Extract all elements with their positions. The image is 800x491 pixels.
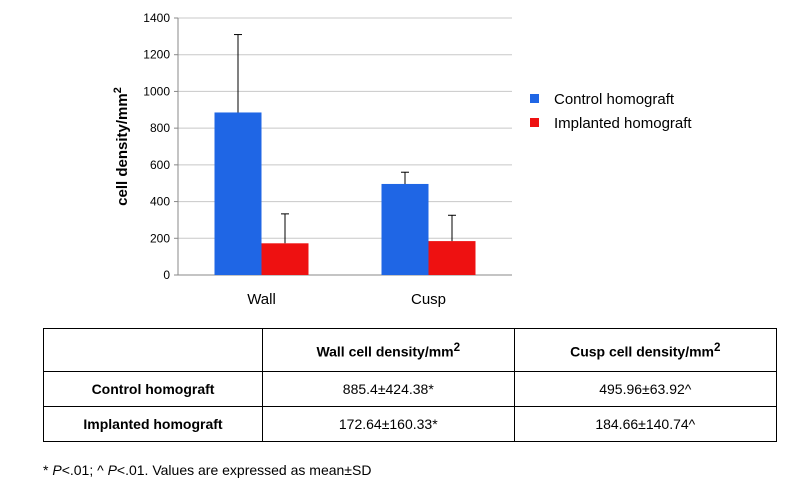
table-header-wall: Wall cell density/mm2 [262,328,515,372]
row-label-control: Control homograft [43,371,263,407]
table-header-blank [43,328,263,372]
legend-swatch [530,118,539,127]
bar-implanted-homograft-cusp [428,241,476,275]
y-tick-label: 800 [150,121,170,135]
row-label-implanted: Implanted homograft [43,406,263,442]
cell-implanted-wall: 172.64±160.33* [262,406,515,442]
table-header-cusp: Cusp cell density/mm2 [513,328,778,372]
bar-control-homograft-wall [214,112,262,276]
y-tick-label: 1400 [143,11,170,25]
bar-control-homograft-cusp [381,183,429,275]
x-category-label: Cusp [411,291,446,308]
y-tick-label: 1000 [143,84,170,98]
y-tick-label: 200 [150,231,170,245]
y-tick-label: 0 [163,268,170,282]
table-row: Control homograft 885.4±424.38* 495.96±6… [43,371,778,407]
x-category-label: Wall [247,291,276,308]
density-table: Wall cell density/mm2 Cusp cell density/… [43,328,778,442]
table-header-row: Wall cell density/mm2 Cusp cell density/… [43,328,778,372]
y-tick-label: 1200 [143,48,170,62]
bar-implanted-homograft-wall [261,243,309,275]
legend-label: Control homograft [554,91,675,108]
y-tick-label: 600 [150,158,170,172]
cell-control-cusp: 495.96±63.92^ [513,371,778,407]
y-tick-label: 400 [150,195,170,209]
legend-label: Implanted homograft [554,115,692,132]
cell-control-wall: 885.4±424.38* [262,371,515,407]
bar-chart: 0 200 400 600 800 1000 1200 1400 Wall Cusp cell de… [112,11,692,308]
cell-implanted-cusp: 184.66±140.74^ [513,406,778,442]
footnote: * P<.01; ^ P<.01. Values are expressed a… [43,462,372,478]
y-axis-label: cell density/mm2 [112,87,131,206]
legend-swatch [530,94,539,103]
table-row: Implanted homograft 172.64±160.33* 184.6… [43,406,778,442]
